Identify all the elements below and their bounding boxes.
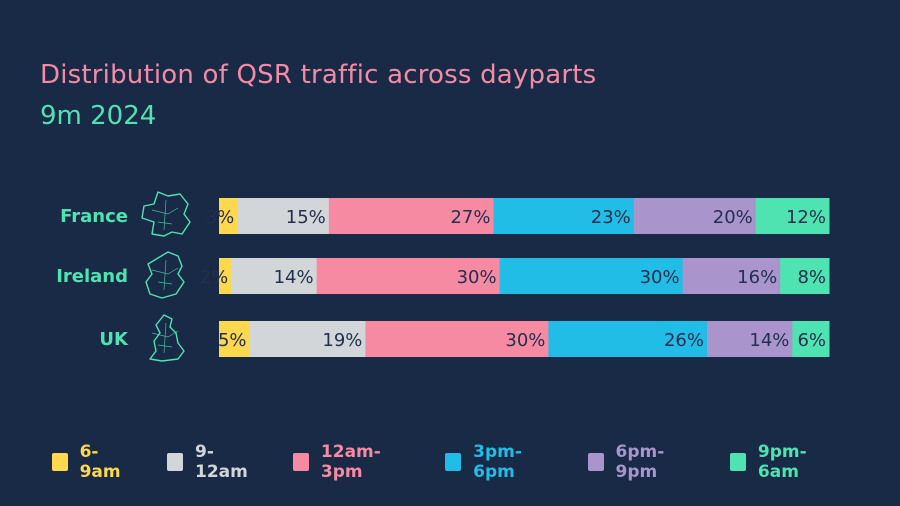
bar-uk-3pm-6pm	[548, 321, 708, 357]
legend-swatch	[293, 453, 309, 471]
bar-uk-12am-3pm	[365, 321, 549, 357]
bar-uk-9-12am	[249, 321, 366, 357]
bar-france-12am-3pm	[328, 198, 494, 234]
bar-ireland-12am-3pm	[316, 258, 501, 294]
data-label-france-12am-3pm: 27%	[450, 207, 490, 228]
legend-label: 3pm-6pm	[473, 442, 522, 482]
category-label-ireland: Ireland	[56, 266, 128, 287]
bar-uk-9pm-6am	[792, 321, 830, 357]
data-label-ireland-9-12am: 14%	[274, 267, 314, 288]
legend-item-9pm-6am: 9pm-6am	[730, 442, 836, 482]
bar-ireland-9pm-6am	[780, 258, 830, 294]
legend-item-12am-3pm: 12am-3pm	[293, 442, 409, 482]
legend-swatch	[52, 453, 68, 471]
legend-swatch	[587, 453, 604, 471]
data-label-france-6-9am: 3%	[206, 207, 235, 228]
legend-item-6-9am: 6-9am	[52, 442, 131, 482]
category-label-france: France	[60, 206, 128, 227]
data-label-uk-6pm-9pm: 14%	[749, 330, 789, 351]
data-label-france-9-12am: 15%	[286, 207, 326, 228]
bar-france-3pm-6pm	[493, 198, 635, 234]
legend-label: 9pm-6am	[757, 442, 807, 482]
legend-item-3pm-6pm: 3pm-6pm	[445, 442, 551, 482]
bar-ireland-3pm-6pm	[499, 258, 684, 294]
legend-label: 6-9am	[79, 442, 121, 482]
ireland-map-icon	[145, 251, 185, 299]
legend-swatch	[730, 453, 746, 471]
chart-title: Distribution of QSR traffic across daypa…	[40, 60, 597, 90]
data-label-france-9pm-6am: 12%	[786, 207, 826, 228]
legend-label: 12am-3pm	[320, 442, 381, 482]
bar-uk-6-9am	[219, 321, 250, 357]
legend-label: 6pm-9pm	[615, 442, 665, 482]
bar-uk-6pm-9pm	[707, 321, 793, 357]
bar-france-9-12am	[237, 198, 330, 234]
bar-ireland-6pm-9pm	[682, 258, 781, 294]
data-label-ireland-3pm-6pm: 30%	[640, 267, 680, 288]
data-label-ireland-9pm-6am: 8%	[797, 267, 826, 288]
chart-subtitle: 9m 2024	[40, 101, 157, 131]
data-label-ireland-12am-3pm: 30%	[457, 267, 497, 288]
bar-france-6pm-9pm	[633, 198, 757, 234]
legend-item-6pm-9pm: 6pm-9pm	[587, 442, 694, 482]
data-label-uk-6-9am: 5%	[218, 330, 247, 351]
bar-france-6-9am	[219, 198, 238, 234]
uk-map-icon	[149, 314, 185, 362]
legend-swatch	[445, 453, 462, 471]
category-label-uk: UK	[99, 329, 129, 350]
data-label-uk-9pm-6am: 6%	[797, 330, 826, 351]
data-label-france-3pm-6pm: 23%	[591, 207, 631, 228]
data-label-uk-3pm-6pm: 26%	[664, 330, 704, 351]
chart-legend: 6-9am 9-12am 12am-3pm 3pm-6pm 6pm-9pm 9pm-6am	[52, 442, 872, 482]
legend-item-9-12am: 9-12am	[167, 442, 257, 482]
data-label-france-6pm-9pm: 20%	[713, 207, 753, 228]
bar-france-9pm-6am	[755, 198, 830, 234]
data-label-uk-9-12am: 19%	[322, 330, 362, 351]
data-label-uk-12am-3pm: 30%	[505, 330, 545, 351]
data-label-ireland-6-9am: 2%	[200, 267, 229, 288]
bar-ireland-6-9am	[219, 258, 232, 294]
bar-ireland-9-12am	[231, 258, 318, 294]
legend-swatch	[167, 453, 183, 471]
data-label-ireland-6pm-9pm: 16%	[737, 267, 777, 288]
legend-label: 9-12am	[195, 442, 248, 482]
france-map-icon	[141, 191, 191, 237]
